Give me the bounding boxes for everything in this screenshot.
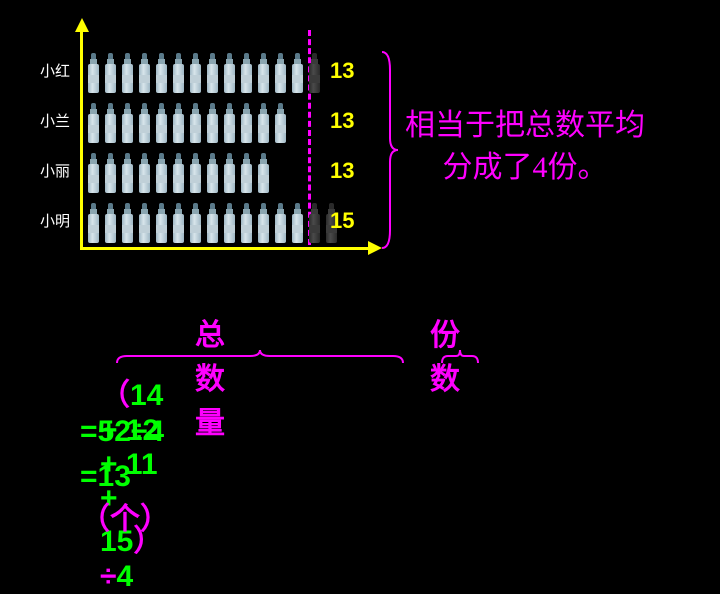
row-label: 小明 [25,210,70,231]
bottle-icon [154,203,169,243]
explanation-line2: 分成了4份。 [405,147,645,189]
equation-line3: =13 （个） [80,460,170,538]
bottle-icon [222,103,237,143]
bottle-icon [103,103,118,143]
bottle-icon [256,53,271,93]
bottle-icon [273,203,288,243]
explanation-text: 相当于把总数平均 分成了4份。 [405,105,645,189]
bottle-icon [222,53,237,93]
bottle-icon [290,53,305,93]
row-label: 小丽 [25,160,70,181]
bottle-icon [205,153,220,193]
bottle-icon [86,153,101,193]
bottle-icon [86,103,101,143]
x-axis [80,247,370,250]
brace-right [380,50,400,250]
bottle-icon [188,53,203,93]
bottle-icon [239,203,254,243]
bottle-icon [239,153,254,193]
paren-open: （ [100,379,130,412]
divide-sign: ÷ [100,560,116,593]
chart-area: 小红13小兰13小丽13小明15 [80,30,370,250]
bottle-icon [154,53,169,93]
bottle-icon [171,153,186,193]
bottle-icon [239,103,254,143]
explanation-line1: 相当于把总数平均 [405,105,645,147]
bottle-icon [239,53,254,93]
y-axis-arrow [75,18,89,32]
bottle-icon [86,203,101,243]
bottle-icon [273,53,288,93]
row-value: 15 [330,208,354,234]
bottle-icon [120,153,135,193]
brace-parts [440,350,480,365]
bottle-icon [256,203,271,243]
bottle-row [86,198,341,243]
bottle-icon [273,103,288,143]
bottle-icon [222,203,237,243]
bottle-icon [171,53,186,93]
bottle-icon [154,103,169,143]
result-unit: （个） [80,503,170,536]
bottle-icon [188,203,203,243]
row-label: 小兰 [25,110,70,131]
bottle-icon [154,153,169,193]
bottle-icon [120,103,135,143]
label-total: 总 数 量 [195,310,229,442]
brace-total [115,350,405,365]
bottle-icon [205,103,220,143]
bottle-icon [307,53,322,93]
row-value: 13 [330,58,354,84]
row-label: 小红 [25,60,70,81]
bottle-icon [86,53,101,93]
divisor: 4 [116,560,133,593]
bottle-icon [188,153,203,193]
bottle-icon [256,153,271,193]
result-value: =13 [80,460,131,493]
bottle-icon [256,103,271,143]
bottle-icon [137,203,152,243]
bottle-icon [103,53,118,93]
bottle-icon [222,153,237,193]
bottle-icon [137,103,152,143]
bottle-icon [290,203,305,243]
row-value: 13 [330,108,354,134]
bottle-row [86,98,290,143]
bottle-icon [103,153,118,193]
bottle-row [86,148,273,193]
bottle-icon [171,203,186,243]
bottle-row [86,48,324,93]
bottle-icon [103,203,118,243]
bottle-icon [307,203,322,243]
bottle-icon [120,203,135,243]
bottle-icon [137,153,152,193]
row-value: 13 [330,158,354,184]
bottle-icon [205,53,220,93]
equation-line2: =52÷4 [80,415,164,449]
bottle-icon [137,53,152,93]
bottle-icon [120,53,135,93]
bottle-icon [171,103,186,143]
y-axis [80,30,83,250]
bottle-icon [205,203,220,243]
bottle-icon [188,103,203,143]
